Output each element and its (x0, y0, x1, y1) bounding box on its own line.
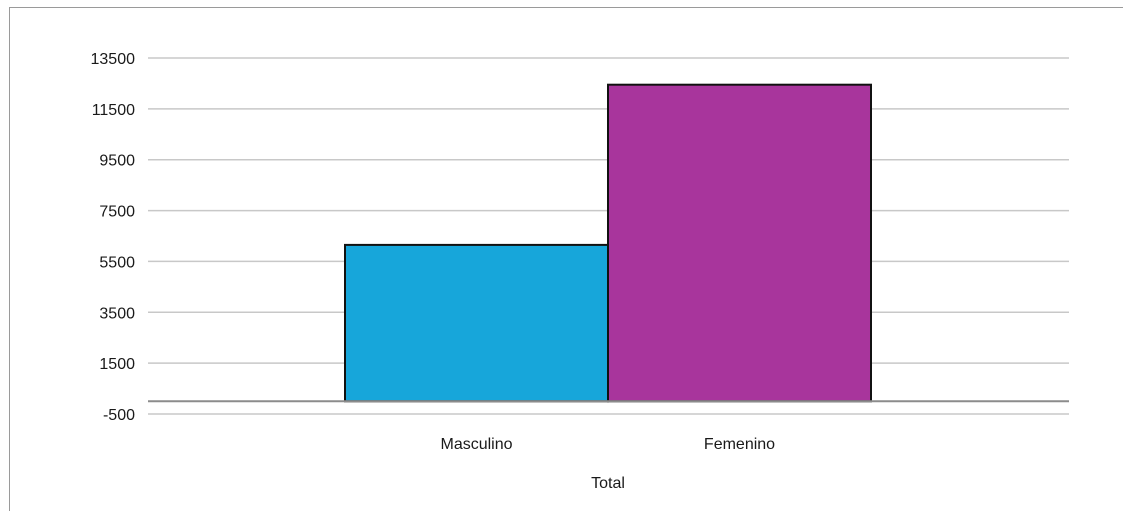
bars (344, 83, 872, 403)
bar-masculino (344, 243, 609, 403)
x-axis-ticks: Masculino Femenino (440, 436, 775, 453)
y-tick-label: 9500 (99, 153, 135, 170)
y-tick-label: 3500 (99, 305, 135, 322)
y-tick-label: 11500 (92, 102, 135, 119)
x-axis-title: Total (591, 475, 625, 492)
y-tick-label: -500 (103, 407, 135, 424)
chart-frame: -500 1500 3500 5500 7500 9500 11500 13500 Mascu… (9, 7, 1123, 511)
y-tick-label: 13500 (91, 51, 136, 68)
y-tick-label: 5500 (99, 254, 135, 271)
bar-chart: -500 1500 3500 5500 7500 9500 11500 13500 Mascu… (91, 51, 1069, 492)
x-tick-label-femenino: Femenino (704, 436, 775, 453)
bar-femenino (607, 83, 872, 403)
y-tick-label: 7500 (99, 204, 135, 221)
x-tick-label-masculino: Masculino (440, 436, 512, 453)
y-axis-ticks: -500 1500 3500 5500 7500 9500 11500 13500 (91, 51, 136, 424)
y-tick-label: 1500 (99, 356, 135, 373)
